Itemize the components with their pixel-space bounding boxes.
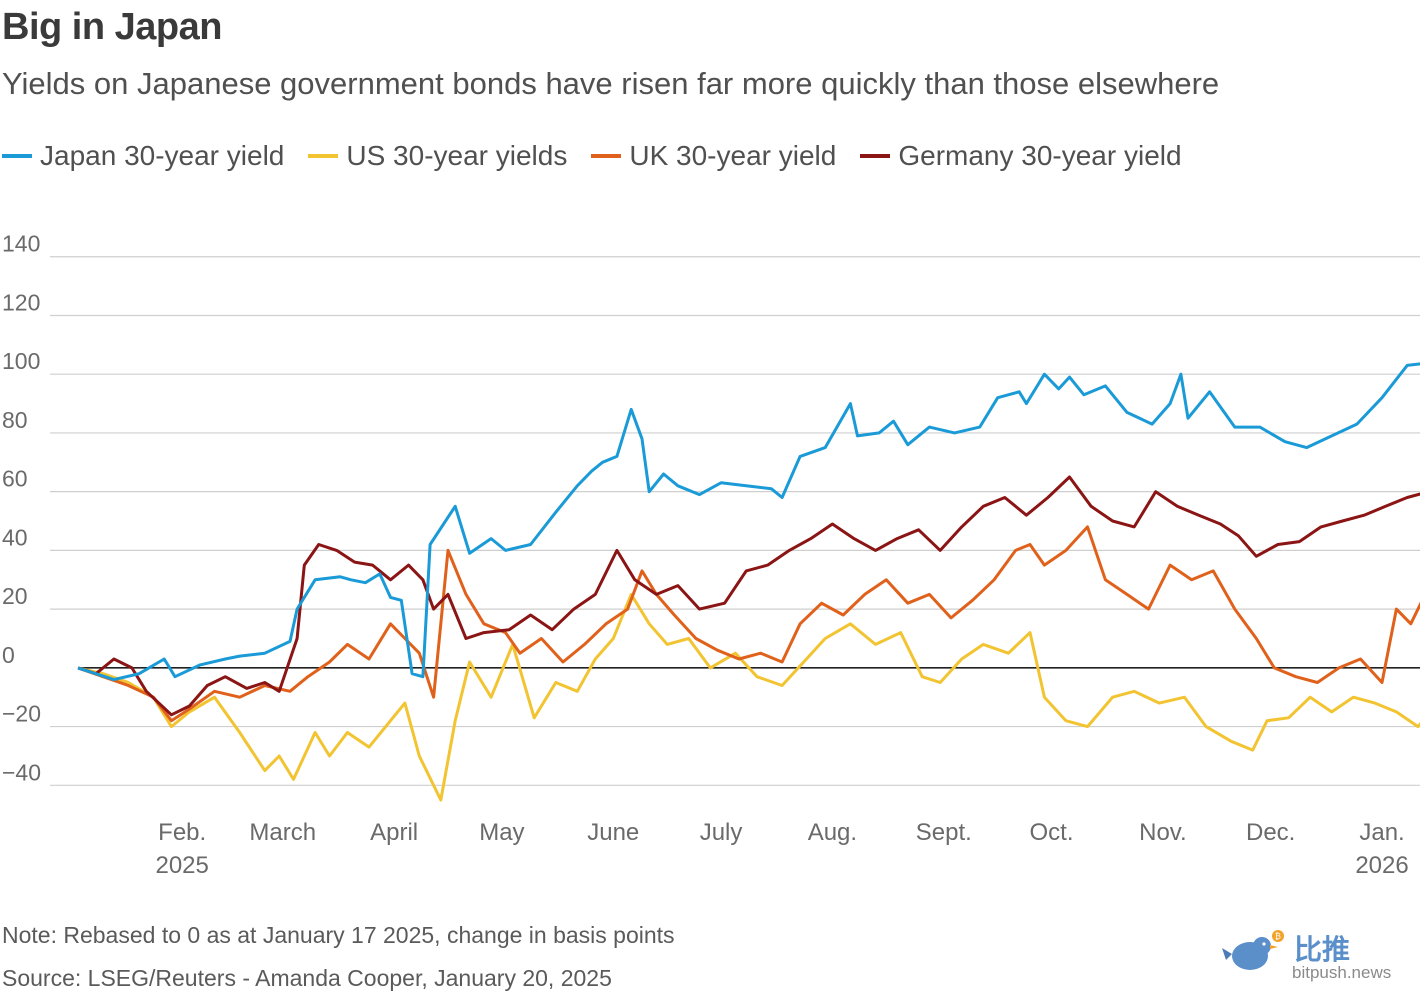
y-tick-label: −40 <box>2 759 41 785</box>
x-tick-label: Aug. <box>808 819 857 846</box>
legend-label-germany: Germany 30-year yield <box>898 140 1182 171</box>
x-tick-label: May <box>479 819 524 846</box>
y-tick-label: 60 <box>2 466 28 492</box>
y-tick-label: −20 <box>2 701 41 727</box>
y-tick-label: 0 <box>2 642 15 668</box>
legend-label-japan: Japan 30-year yield <box>40 140 285 171</box>
legend-item-us: US 30-year yields <box>308 140 567 172</box>
watermark-cn-text: 比推 <box>1294 933 1351 966</box>
svg-text:₿: ₿ <box>1275 932 1281 941</box>
x-tick-year-label: 2025 <box>155 852 208 879</box>
chart-note: Note: Rebased to 0 as at January 17 2025… <box>2 922 675 948</box>
x-tick-label: Nov. <box>1139 819 1187 846</box>
legend-swatch-us <box>308 154 339 158</box>
series-line-uk <box>77 525 1420 723</box>
chart-subtitle: Yields on Japanese government bonds have… <box>2 66 1220 101</box>
line-chart: −40 −20 0 20 40 60 80 100 120 140 Feb. 2025 March Ap… <box>2 231 1420 879</box>
y-tick-label: 80 <box>2 407 28 433</box>
legend-item-uk: UK 30-year yield <box>591 140 836 172</box>
legend-label-uk: UK 30-year yield <box>629 140 837 171</box>
x-tick-label: July <box>700 819 743 846</box>
x-tick-label: Dec. <box>1246 819 1295 846</box>
y-tick-label: 120 <box>2 289 40 315</box>
watermark-en-text: bitpush.news <box>1292 963 1392 982</box>
x-tick-label: Sept. <box>916 819 972 846</box>
y-tick-label: 40 <box>2 524 28 550</box>
gridlines <box>50 256 1420 786</box>
y-tick-label: 140 <box>2 231 40 257</box>
series-line-germany <box>77 475 1420 717</box>
x-tick-label: Oct. <box>1030 819 1074 846</box>
legend-label-us: US 30-year yields <box>346 140 568 171</box>
series-line-japan <box>77 362 1420 682</box>
legend-swatch-germany <box>860 154 891 158</box>
x-tick-label: Feb. <box>158 819 206 846</box>
x-tick-label: Jan. <box>1359 819 1404 846</box>
chart-legend: Japan 30-year yield US 30-year yields UK… <box>2 140 1206 172</box>
bird-logo-icon: ₿ <box>1222 930 1284 970</box>
y-tick-label: 20 <box>2 583 28 609</box>
x-tick-year-label: 2026 <box>1355 852 1408 879</box>
legend-swatch-japan <box>2 154 32 158</box>
y-tick-label: 100 <box>2 348 40 374</box>
x-tick-label: June <box>587 819 639 846</box>
x-axis-ticks: Feb. 2025 March April May June July Aug. Sept. Oc… <box>155 819 1408 879</box>
x-tick-label: April <box>370 819 418 846</box>
bitpush-watermark: ₿ 比推 bitpush.news <box>1222 928 1412 984</box>
chart-source: Source: LSEG/Reuters - Amanda Cooper, Ja… <box>2 965 612 991</box>
series-line-us <box>77 592 1420 802</box>
chart-title: Big in Japan <box>2 6 222 48</box>
legend-swatch-uk <box>591 154 622 158</box>
x-tick-label: March <box>249 819 316 846</box>
legend-item-japan: Japan 30-year yield <box>2 140 284 172</box>
y-axis-ticks: −40 −20 0 20 40 60 80 100 120 140 <box>2 231 41 786</box>
legend-item-germany: Germany 30-year yield <box>860 140 1182 172</box>
series-lines <box>77 362 1420 802</box>
